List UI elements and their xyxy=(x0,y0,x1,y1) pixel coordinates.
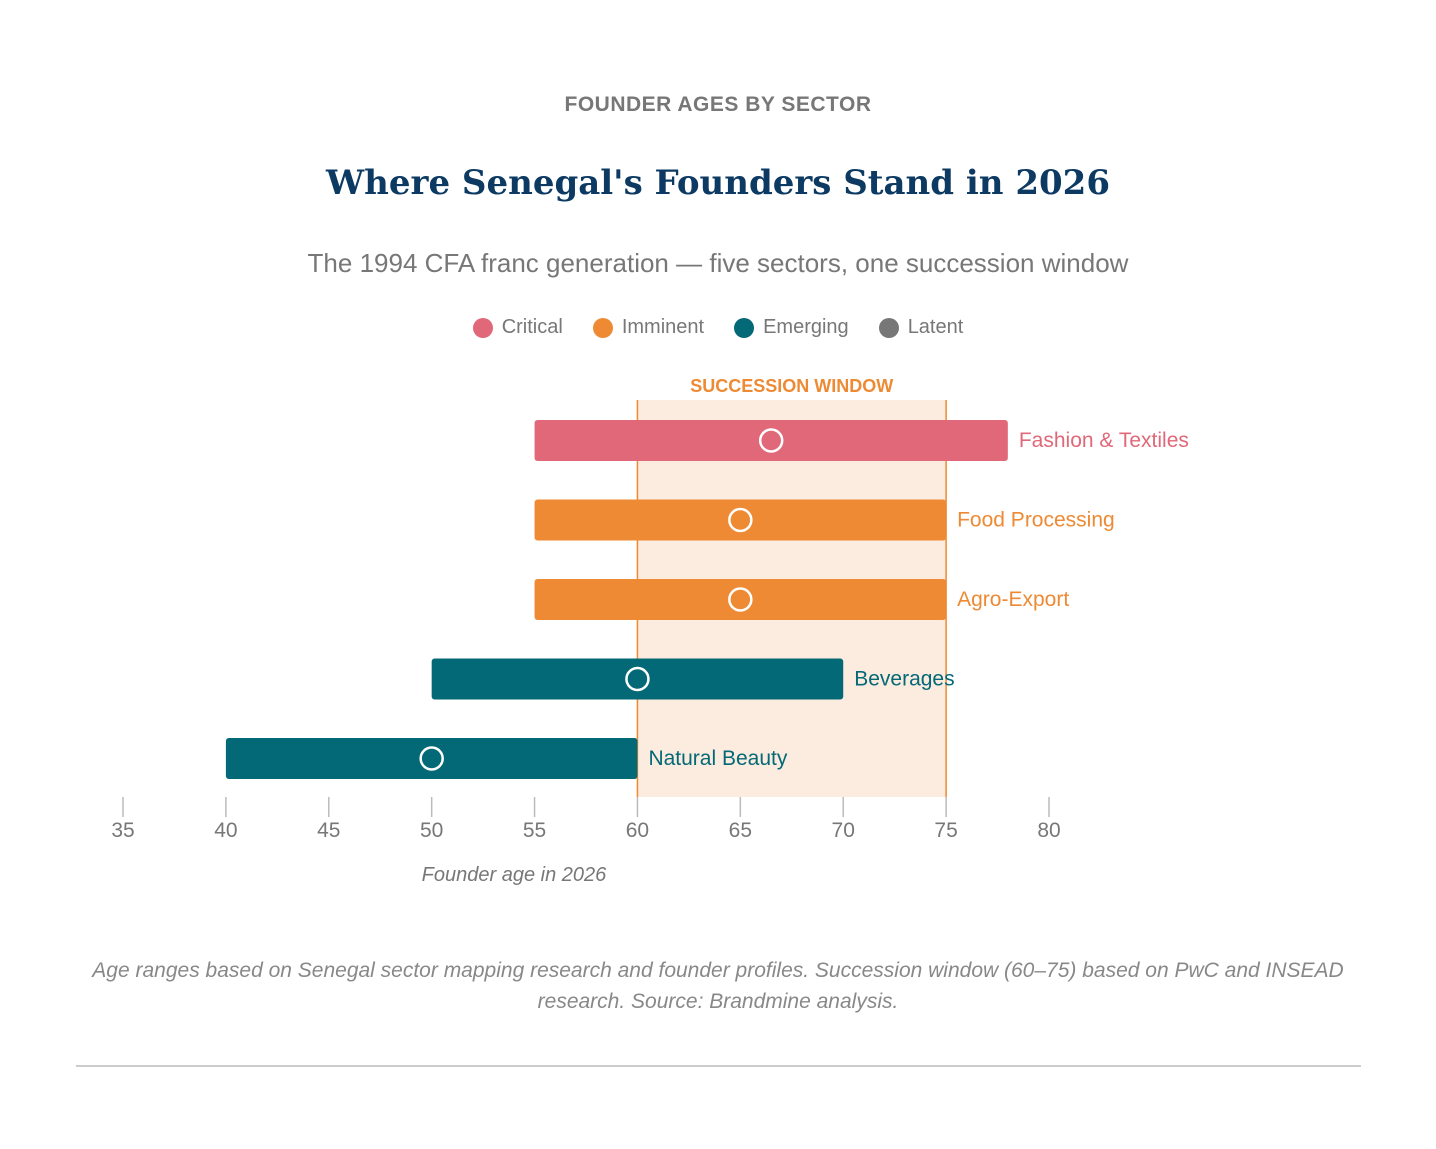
bar-label-food-processing: Food Processing xyxy=(957,509,1115,532)
x-tick-label-60: 60 xyxy=(626,819,649,842)
x-tick-label-70: 70 xyxy=(832,819,855,842)
succession-window-label: SUCCESSION WINDOW xyxy=(690,376,893,396)
x-axis-label: Founder age in 2026 xyxy=(422,864,607,886)
bar-agro-export xyxy=(534,579,947,620)
x-tick-label-75: 75 xyxy=(934,819,957,842)
x-tick-label-45: 45 xyxy=(317,819,340,842)
marker-beverages xyxy=(625,666,650,692)
chart-eyebrow: FOUNDER AGES BY SECTOR xyxy=(564,93,872,116)
marker-fashion-textiles xyxy=(758,428,784,453)
bar-label-agro-export: Agro-Export xyxy=(957,588,1069,611)
marker-agro-export xyxy=(728,587,753,612)
legend-item-critical: Critical xyxy=(472,316,563,339)
bar-label-fashion-textiles: Fashion & Textiles xyxy=(1019,429,1189,452)
marker-food-processing xyxy=(728,507,753,533)
legend-swatch-emerging xyxy=(734,317,755,338)
chart-footnote: Age ranges based on Senegal sector mappi… xyxy=(92,959,1344,1013)
bar-natural-beauty xyxy=(225,738,638,779)
legend-label-latent: Latent xyxy=(907,316,964,338)
legend-item-imminent: Imminent xyxy=(592,316,705,339)
chart-subtitle: The 1994 CFA franc generation — five sec… xyxy=(307,248,1129,278)
legend-swatch-critical xyxy=(472,317,493,338)
chart-title: Where Senegal's Founders Stand in 2026 xyxy=(326,163,1110,203)
bar-beverages xyxy=(431,658,844,700)
x-tick-label-55: 55 xyxy=(523,819,546,842)
bar-fashion-textiles xyxy=(534,420,1008,461)
legend-swatch-imminent xyxy=(592,317,613,338)
bottom-divider xyxy=(76,1065,1361,1067)
legend-swatch-latent xyxy=(878,317,899,338)
range-chart: SUCCESSION WINDOW Fashion & Textiles Food … xyxy=(111,376,1189,886)
x-tick-label-40: 40 xyxy=(214,819,237,842)
x-tick-label-50: 50 xyxy=(420,819,443,842)
chart-legend: Critical Imminent Emerging Latent xyxy=(0,316,1436,339)
bar-food-processing xyxy=(534,499,947,541)
legend-label-imminent: Imminent xyxy=(621,316,705,338)
legend-item-latent: Latent xyxy=(878,316,964,339)
x-tick-label-65: 65 xyxy=(729,819,752,842)
bar-label-natural-beauty: Natural Beauty xyxy=(648,747,787,770)
x-tick-label-80: 80 xyxy=(1037,819,1060,842)
bar-label-beverages: Beverages xyxy=(854,668,954,691)
x-tick-label-35: 35 xyxy=(111,819,134,842)
marker-natural-beauty xyxy=(419,746,444,771)
legend-label-critical: Critical xyxy=(501,316,563,338)
legend-item-emerging: Emerging xyxy=(734,316,849,339)
legend-label-emerging: Emerging xyxy=(763,316,849,338)
